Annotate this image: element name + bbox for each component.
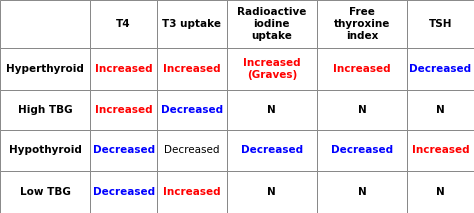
Bar bbox=[90, 48, 157, 90]
Text: Decreased: Decreased bbox=[161, 105, 223, 115]
Bar bbox=[407, 130, 474, 171]
Bar bbox=[157, 90, 227, 130]
Text: Increased
(Graves): Increased (Graves) bbox=[243, 58, 301, 80]
Text: Increased: Increased bbox=[95, 105, 153, 115]
Text: Increased: Increased bbox=[163, 187, 221, 197]
Text: Decreased: Decreased bbox=[331, 145, 393, 155]
Bar bbox=[227, 90, 317, 130]
Bar bbox=[0, 48, 90, 90]
Bar bbox=[90, 0, 157, 48]
Bar bbox=[90, 90, 157, 130]
Text: Decreased: Decreased bbox=[92, 187, 155, 197]
Bar bbox=[90, 171, 157, 213]
Bar bbox=[227, 0, 317, 48]
Text: N: N bbox=[267, 105, 276, 115]
Text: Increased: Increased bbox=[95, 64, 153, 74]
Text: High TBG: High TBG bbox=[18, 105, 73, 115]
Bar bbox=[407, 90, 474, 130]
Text: Increased: Increased bbox=[163, 64, 221, 74]
Bar bbox=[157, 130, 227, 171]
Bar bbox=[0, 90, 90, 130]
Text: Decreased: Decreased bbox=[164, 145, 219, 155]
Bar bbox=[90, 130, 157, 171]
Bar bbox=[0, 171, 90, 213]
Bar bbox=[227, 130, 317, 171]
Bar bbox=[407, 48, 474, 90]
Text: Increased: Increased bbox=[412, 145, 469, 155]
Text: Hypothyroid: Hypothyroid bbox=[9, 145, 82, 155]
Text: N: N bbox=[357, 105, 366, 115]
Text: N: N bbox=[357, 187, 366, 197]
Bar bbox=[317, 90, 407, 130]
Bar bbox=[157, 0, 227, 48]
Bar bbox=[317, 0, 407, 48]
Bar bbox=[407, 0, 474, 48]
Bar bbox=[317, 48, 407, 90]
Bar bbox=[227, 48, 317, 90]
Bar bbox=[317, 130, 407, 171]
Text: N: N bbox=[267, 187, 276, 197]
Bar bbox=[317, 171, 407, 213]
Bar bbox=[227, 171, 317, 213]
Text: Free
thyroxine
index: Free thyroxine index bbox=[334, 7, 390, 41]
Text: N: N bbox=[436, 187, 445, 197]
Text: T4: T4 bbox=[116, 19, 131, 29]
Bar bbox=[0, 0, 90, 48]
Text: N: N bbox=[436, 105, 445, 115]
Text: Radioactive
iodine
uptake: Radioactive iodine uptake bbox=[237, 7, 307, 41]
Bar bbox=[407, 171, 474, 213]
Bar bbox=[157, 171, 227, 213]
Bar bbox=[157, 48, 227, 90]
Text: Decreased: Decreased bbox=[410, 64, 472, 74]
Bar bbox=[0, 130, 90, 171]
Text: T3 uptake: T3 uptake bbox=[163, 19, 221, 29]
Text: TSH: TSH bbox=[429, 19, 452, 29]
Text: Low TBG: Low TBG bbox=[19, 187, 71, 197]
Text: Hyperthyroid: Hyperthyroid bbox=[6, 64, 84, 74]
Text: Decreased: Decreased bbox=[92, 145, 155, 155]
Text: Decreased: Decreased bbox=[241, 145, 303, 155]
Text: Increased: Increased bbox=[333, 64, 391, 74]
